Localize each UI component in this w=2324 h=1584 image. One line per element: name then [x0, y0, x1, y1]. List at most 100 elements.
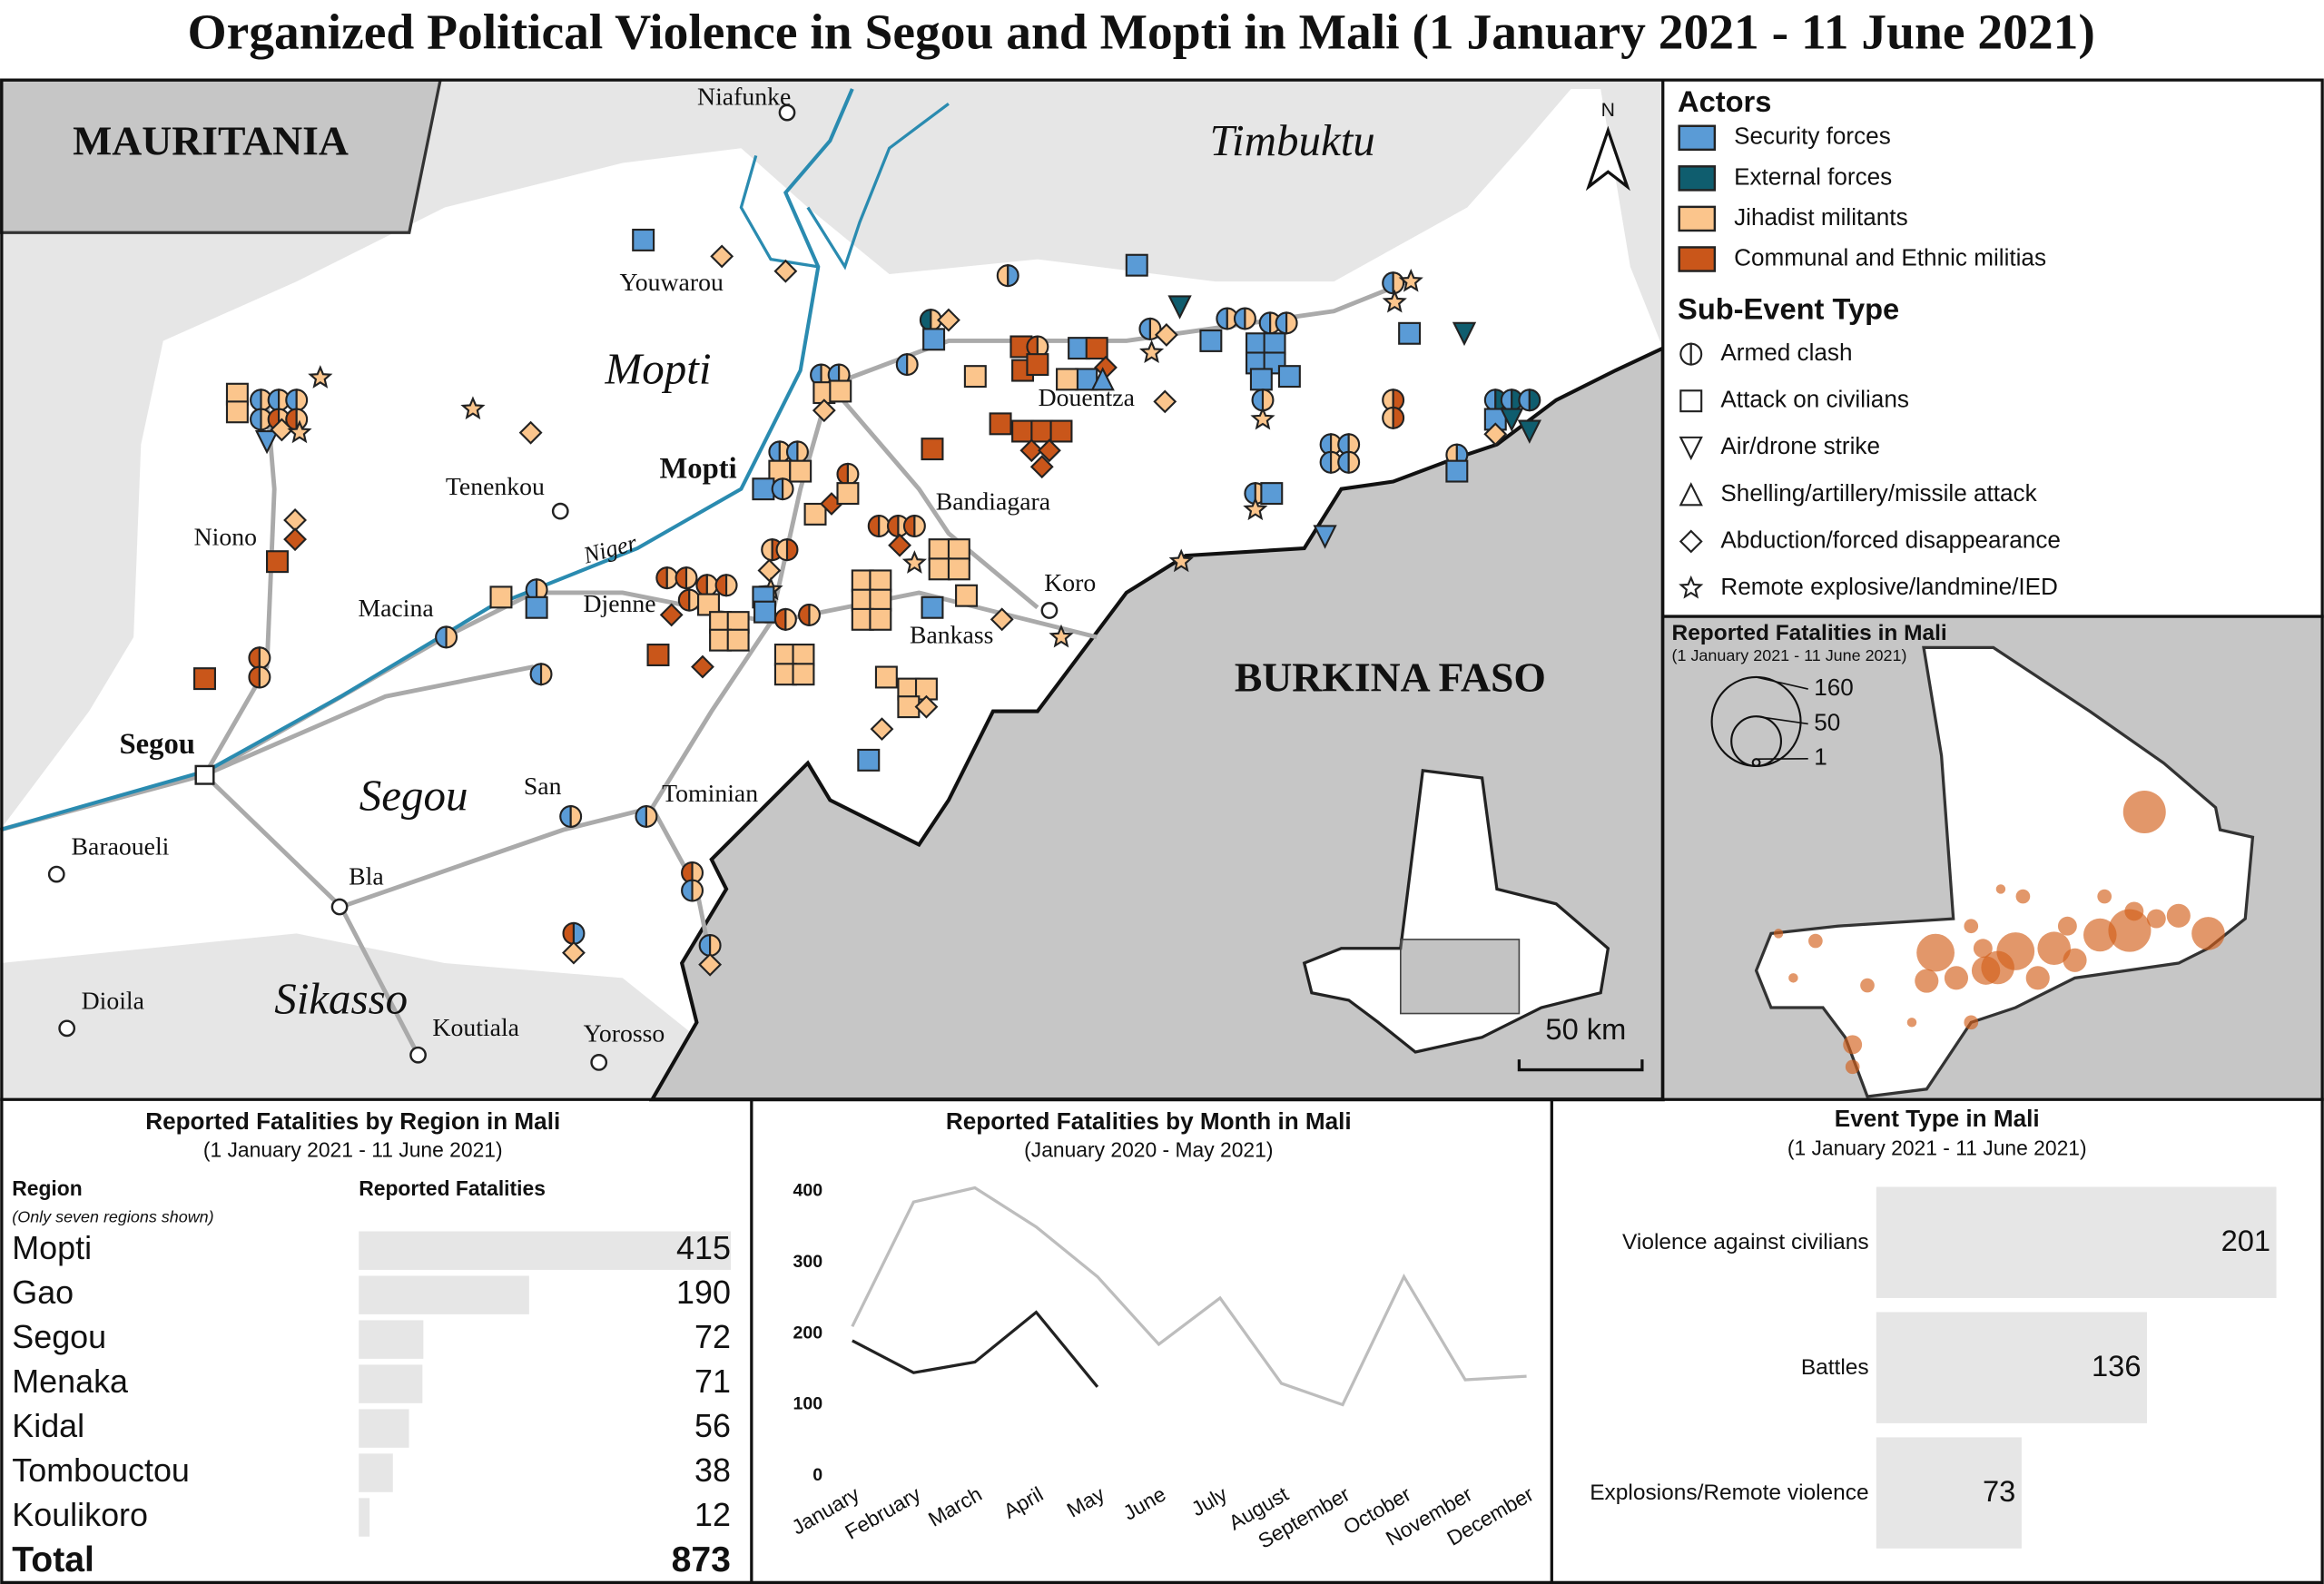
bar: [359, 1409, 409, 1448]
marker-half: [1234, 307, 1246, 330]
marker-half: [1392, 406, 1405, 429]
north-arrow: [1585, 125, 1630, 192]
fatality-circle: [1973, 939, 1993, 959]
marker-square: [963, 365, 987, 389]
place-label: Bandiagara: [936, 487, 1050, 516]
fatality-circle: [1995, 884, 2006, 894]
marker-tri-down: [1452, 321, 1477, 347]
scale-bar: [1517, 1059, 1644, 1072]
legend-label: Shelling/artillery/missile attack: [1720, 479, 2037, 507]
place-label: Niafunke: [697, 84, 791, 112]
region-label: Segou: [359, 771, 468, 821]
legend-swatch: [1678, 205, 1717, 232]
row-value: 415: [676, 1229, 731, 1266]
row-label: Gao: [12, 1274, 74, 1311]
marker-square: [928, 557, 951, 581]
total-label: Total: [12, 1540, 94, 1579]
fatality-circle: [1845, 1059, 1860, 1075]
marker-square: [1199, 329, 1223, 352]
marker-diamond: [1154, 322, 1178, 347]
river-branch: [806, 102, 950, 271]
row-label: Tombouctou: [12, 1451, 190, 1489]
marker-half: [773, 607, 787, 631]
row-label: Segou: [12, 1318, 106, 1355]
marker-diamond: [1029, 455, 1054, 479]
chart-subtitle: (1 January 2021 - 11 June 2021): [1787, 1136, 2087, 1160]
legend-swatch: [1678, 124, 1717, 152]
event-markers: [193, 228, 1541, 977]
marker-half: [1244, 307, 1256, 330]
marker-half: [714, 574, 728, 597]
marker-square: [726, 628, 750, 652]
marker-square: [921, 438, 944, 461]
fatality-circle: [1860, 978, 1875, 993]
marker-star: [308, 365, 333, 389]
marker-diamond: [1483, 422, 1508, 447]
y-tick-label: 0: [812, 1465, 822, 1485]
fatality-circle: [2037, 931, 2071, 965]
marker-square: [947, 538, 970, 562]
marker-half: [1251, 389, 1265, 412]
fatality-circle: [1808, 933, 1823, 949]
marker-star: [460, 396, 486, 420]
place-dot: [551, 502, 569, 520]
x-tick-label: April: [1000, 1481, 1048, 1522]
place-dot: [1040, 602, 1059, 619]
total-value: 873: [672, 1540, 731, 1579]
marker-square: [1026, 353, 1049, 377]
y-tick-label: 200: [793, 1323, 823, 1343]
legend-label: Communal and Ethnic militias: [1734, 243, 2046, 271]
place-label: Bankass: [910, 621, 994, 649]
fatality-circle: [1773, 929, 1784, 939]
marker-diamond: [937, 308, 960, 332]
inset-subtitle: (1 January 2021 - 11 June 2021): [1672, 646, 1907, 664]
bar-value: 201: [2221, 1224, 2270, 1257]
marker-square: [1011, 419, 1035, 443]
marker-half: [1382, 271, 1394, 295]
marker-square: [225, 400, 249, 424]
fatality-circle: [2124, 901, 2144, 921]
marker-half: [1337, 450, 1350, 474]
size-legend-label: 1: [1814, 743, 1827, 771]
x-tick-label: June: [1119, 1481, 1170, 1524]
marker-half: [1679, 342, 1692, 366]
legend-label: Jihadist militants: [1734, 203, 1908, 231]
row-label: Menaka: [12, 1363, 128, 1400]
marker-star: [1382, 289, 1407, 313]
marker-half: [681, 879, 694, 902]
marker-half: [913, 515, 926, 537]
fatality-circle: [2108, 909, 2152, 952]
marker-square: [789, 459, 812, 483]
marker-half: [902, 515, 916, 537]
marker-square: [955, 584, 979, 607]
marker-diamond: [698, 952, 723, 977]
bar: [359, 1320, 424, 1359]
row-value: 38: [694, 1451, 731, 1489]
size-legend-leader: [1756, 676, 1808, 690]
legend-label: Attack on civilians: [1720, 386, 1909, 413]
place-dot: [778, 103, 796, 122]
marker-half: [1261, 389, 1275, 412]
marker-half: [798, 603, 811, 626]
marker-half: [435, 625, 448, 649]
marker-diamond: [562, 940, 586, 965]
bar: [359, 1364, 423, 1403]
fatality-circle: [1996, 932, 2035, 970]
marker-square: [1679, 389, 1703, 413]
place-label: Segou: [120, 728, 195, 761]
fatality-circle: [1964, 1015, 1979, 1030]
marker-star: [1250, 406, 1275, 430]
fatality-circle: [1971, 956, 2001, 985]
bar-value: 136: [2092, 1349, 2141, 1382]
marker-square: [265, 550, 289, 574]
marker-half: [529, 663, 543, 686]
marker-square: [1049, 419, 1073, 443]
marker-half: [1285, 311, 1298, 335]
place-dot: [409, 1046, 427, 1064]
bar-category: Violence against civilians: [1622, 1230, 1869, 1254]
marker-half: [684, 566, 698, 590]
region-label: Sikasso: [274, 973, 408, 1023]
legend-label: Armed clash: [1720, 339, 1852, 366]
marker-tri-down: [1167, 295, 1192, 320]
marker-half: [906, 353, 919, 377]
